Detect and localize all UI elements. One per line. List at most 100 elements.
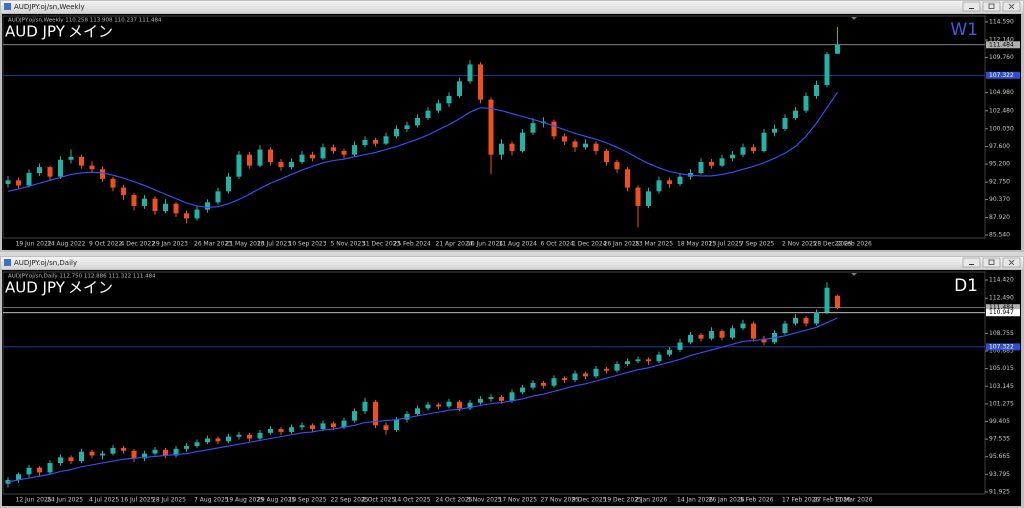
window-title: AUDJPY.oj/sn,Weekly	[14, 3, 85, 11]
candle-body	[572, 373, 578, 381]
x-tick-label: 16 Jul 2023	[257, 241, 291, 248]
candle-body	[394, 419, 399, 431]
candle-body	[404, 125, 410, 129]
x-tick-label: 26 Jan 2025	[604, 241, 640, 248]
candle-body	[121, 447, 126, 451]
candle-body	[100, 453, 105, 456]
y-tick-label: 92.750	[989, 179, 1010, 186]
candle-body	[47, 167, 53, 177]
y-tick-label: 114.590	[989, 19, 1014, 26]
candle-body	[16, 474, 21, 480]
candle-body	[835, 44, 840, 54]
candle-body	[268, 429, 273, 433]
y-tick-label: 114.420	[989, 277, 1014, 284]
candle-body	[289, 427, 294, 432]
maximize-icon	[988, 259, 995, 265]
candle-body	[173, 203, 179, 214]
candle-body	[509, 392, 515, 401]
x-tick-label: 5 Nov 2023	[331, 241, 366, 248]
candle-body	[257, 432, 263, 439]
candle-body	[110, 447, 116, 454]
x-tick-label: 29 Jan 2023	[152, 241, 188, 248]
x-tick-label: 5 Feb 2026	[740, 497, 774, 504]
candle-body	[68, 156, 74, 160]
x-tick-label: 28 Dec 2025	[814, 241, 853, 248]
y-tick-label: 100.030	[989, 125, 1014, 132]
candle-body	[803, 317, 809, 324]
candle-body	[562, 136, 567, 142]
x-tick-label: 31 Dec 2023	[362, 241, 401, 248]
x-tick-label: 17 Nov 2025	[499, 497, 538, 504]
x-tick-label: 14 Jan 2026	[677, 497, 713, 504]
y-tick-label: 101.275	[989, 400, 1014, 407]
window-button[interactable]	[962, 1, 981, 12]
candle-body	[446, 401, 452, 407]
candle-body	[814, 312, 819, 324]
moving-average	[7, 92, 838, 208]
candle-body	[173, 448, 179, 456]
candle-body	[709, 331, 714, 339]
candle-body	[373, 401, 378, 426]
x-tick-label: 10 Sep 2023	[289, 241, 327, 248]
candle-body	[415, 408, 420, 415]
window-button[interactable]	[982, 257, 1001, 268]
price-label-box	[986, 71, 1020, 79]
candle-body	[677, 342, 683, 350]
candle-body	[184, 446, 189, 449]
y-tick-label: 112.490	[989, 295, 1014, 302]
candle-body	[614, 364, 620, 371]
mode-label: メイン	[68, 23, 113, 41]
candle-body	[499, 143, 504, 155]
candle-body	[436, 404, 441, 407]
candle-body	[58, 159, 63, 177]
title-bar	[1, 257, 1023, 269]
x-tick-label: 12 Jun 2025	[16, 497, 52, 504]
chart-shift-marker	[851, 273, 857, 276]
candle-body	[751, 147, 756, 151]
x-tick-label: 27 Nov 2025	[541, 497, 580, 504]
candle-body	[740, 323, 746, 329]
candle-body	[310, 154, 315, 159]
x-tick-label: 14 Aug 2022	[47, 241, 86, 248]
candle-body	[278, 429, 284, 432]
x-tick-label: 21 May 2023	[226, 241, 265, 248]
y-tick-label: 87.920	[989, 214, 1010, 221]
candle-body	[562, 378, 567, 381]
price-label-box	[986, 343, 1020, 351]
price-label: 110.947	[989, 309, 1014, 316]
maximize-icon	[988, 3, 995, 9]
candle-body	[593, 368, 599, 377]
y-tick-label: 106.885	[989, 348, 1014, 355]
candle-body	[782, 323, 788, 333]
x-tick-label: 2 Nov 2025	[782, 241, 817, 248]
candle-body	[215, 438, 221, 442]
candle-body	[236, 154, 242, 177]
x-tick-label: 28 Jul 2025	[152, 497, 186, 504]
candle-body	[646, 359, 651, 362]
window-button[interactable]	[962, 257, 981, 268]
candle-body	[551, 378, 557, 386]
candle-body	[488, 397, 494, 399]
candle-body	[824, 54, 830, 85]
candle-body	[194, 209, 200, 219]
candle-body	[289, 161, 294, 168]
plot-frame	[2, 271, 986, 495]
window-button[interactable]	[982, 1, 1001, 12]
x-tick-label: 9 Oct 2022	[89, 241, 122, 248]
x-tick-label: 21 Apr 2024	[436, 241, 473, 248]
symbol-label: AUD JPY	[5, 279, 66, 297]
candle-body	[793, 317, 798, 324]
y-tick-label: 97.535	[989, 436, 1010, 443]
candle-body	[719, 158, 725, 166]
candle-body	[814, 84, 819, 96]
x-tick-label: 29 Aug 2025	[257, 497, 296, 504]
y-tick-label: 85.540	[989, 231, 1010, 238]
candle-body	[68, 457, 74, 462]
candle-body	[26, 467, 32, 475]
window-icon	[4, 3, 11, 10]
price-label: 111.484	[989, 41, 1014, 48]
candle-body	[26, 172, 32, 186]
candle-body	[551, 121, 557, 137]
candle-body	[625, 361, 630, 365]
info-line: AUDJPY.oj/sn,Daily 112.750 112.886 111.3…	[8, 274, 156, 280]
